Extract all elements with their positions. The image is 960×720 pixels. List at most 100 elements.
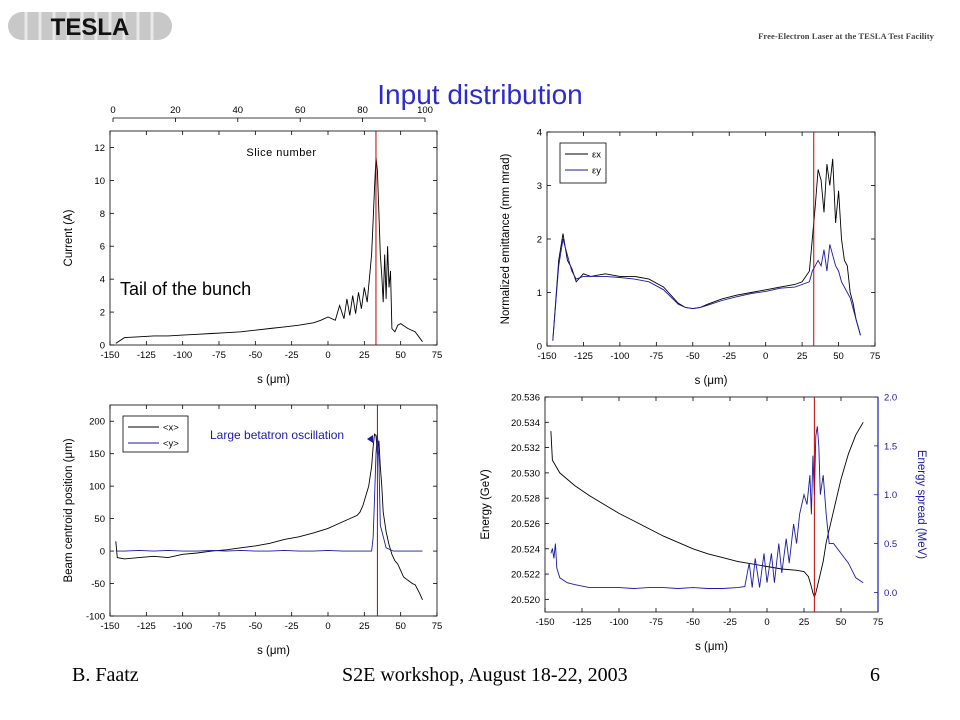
y-tick-label: 150 <box>89 449 105 460</box>
series-line-2 <box>550 426 864 589</box>
x-tick-label: 25 <box>359 350 370 361</box>
y-tick-label: 6 <box>100 242 105 253</box>
x-axis-label: s (μm) <box>695 641 728 653</box>
x-tick-label: 0 <box>325 621 330 632</box>
legend-label: <y> <box>163 439 179 450</box>
x-tick-label: 50 <box>395 350 406 361</box>
y-tick-label: 20.520 <box>511 595 540 606</box>
x-tick-label: -75 <box>212 350 226 361</box>
x-tick-label: 50 <box>395 621 406 632</box>
legend-box <box>559 142 607 184</box>
y-tick-label: 20.532 <box>511 443 540 454</box>
y2-tick-label: 0.0 <box>884 588 897 599</box>
x-tick-label: -125 <box>137 350 156 361</box>
x-tick-label: 75 <box>870 351 881 362</box>
y-tick-label: 20.534 <box>511 418 540 429</box>
chart-4: -150 -125 -100 -75 -50 -25 0 25 50 75 20.520 20.522… <box>480 393 927 654</box>
x-tick-label: -50 <box>248 621 262 632</box>
x-tick-label: -125 <box>572 617 591 628</box>
legend-label: <x> <box>163 423 179 434</box>
series-line-1 <box>115 157 423 344</box>
y-tick-label: 20.522 <box>511 570 540 581</box>
y2-tick-label: 1.0 <box>884 490 897 501</box>
chart-1: -150 -125 -100 -75 -50 -25 0 25 50 75 0 2 4 6 8 10 12 0 20… <box>63 105 442 386</box>
logo-stripes <box>24 12 154 40</box>
y-tick-label: 8 <box>100 209 105 220</box>
x-tick-label: 50 <box>836 617 847 628</box>
top-tick-label: 20 <box>170 105 181 116</box>
y-axis-label: Normalized emittance (mm mrad) <box>500 154 512 325</box>
plot-frame <box>544 396 879 613</box>
y-axis-label: Beam centroid position (μm) <box>63 438 75 582</box>
x-tick-label: -50 <box>248 350 262 361</box>
x-tick-label: -50 <box>686 617 700 628</box>
x-axis-label: s (μm) <box>257 374 290 386</box>
top-axis-label: Slice number <box>246 147 316 159</box>
x-tick-label: -150 <box>537 351 556 362</box>
top-tick-label: 0 <box>110 105 115 116</box>
y-tick-label: 2 <box>100 308 105 319</box>
x-tick-label: -150 <box>535 617 554 628</box>
x-tick-label: -75 <box>649 617 663 628</box>
x-tick-label: 25 <box>359 621 370 632</box>
legend-label: εy <box>592 166 601 177</box>
y-tick-label: 20.536 <box>511 393 540 404</box>
x-tick-label: 0 <box>763 351 768 362</box>
y-tick-label: 0 <box>100 547 105 558</box>
x-tick-label: 25 <box>799 617 810 628</box>
y-tick-label: 0 <box>100 341 105 352</box>
x-tick-label: -25 <box>723 617 737 628</box>
y-tick-label: 20.528 <box>511 494 540 505</box>
series-line-2 <box>115 434 423 552</box>
x-tick-label: 0 <box>764 617 769 628</box>
y-axis-label: Current (A) <box>63 209 75 266</box>
footer-author: B. Faatz <box>72 664 139 686</box>
footer-page-number: 6 <box>870 664 880 686</box>
legend-box <box>122 415 189 453</box>
x-tick-label: 75 <box>432 350 443 361</box>
x-tick-label: -25 <box>285 621 299 632</box>
annotation-text: Tail of the bunch <box>120 279 251 299</box>
top-tick-label: 80 <box>357 105 368 116</box>
y-tick-label: 12 <box>94 143 105 154</box>
x-tick-label: -150 <box>100 621 119 632</box>
series-line-1 <box>550 422 864 599</box>
x-tick-label: -125 <box>574 351 593 362</box>
x-tick-label: -100 <box>610 351 629 362</box>
x-tick-label: -100 <box>173 350 192 361</box>
y-tick-label: 100 <box>89 482 105 493</box>
y-tick-label: 20.530 <box>511 468 540 479</box>
y2-axis-label: Energy spread (MeV) <box>915 450 927 559</box>
y2-tick-label: 2.0 <box>884 393 897 404</box>
series-line-1 <box>115 433 423 600</box>
logo-text: TESLA <box>51 14 130 41</box>
plot-frame <box>109 404 438 617</box>
y-tick-label: 4 <box>537 128 542 139</box>
x-axis-label: s (μm) <box>257 645 290 657</box>
y-tick-label: 0 <box>537 342 542 353</box>
annotation-text: Large betatron oscillation <box>210 428 344 442</box>
x-tick-label: -25 <box>285 350 299 361</box>
x-tick-label: -100 <box>609 617 628 628</box>
x-tick-label: -150 <box>100 350 119 361</box>
legend-label: εx <box>592 150 601 161</box>
x-tick-label: 25 <box>797 351 808 362</box>
top-tick-label: 40 <box>233 105 244 116</box>
y2-tick-label: 1.5 <box>884 441 897 452</box>
x-axis-label: s (μm) <box>695 375 728 387</box>
footer-event: S2E workshop, August 18-22, 2003 <box>342 664 628 686</box>
y-tick-label: 200 <box>89 417 105 428</box>
top-tick-label: 100 <box>417 105 433 116</box>
x-tick-label: -100 <box>173 621 192 632</box>
header-subtitle: Free-Electron Laser at the TESLA Test Fa… <box>758 31 934 41</box>
y-tick-label: 1 <box>537 288 542 299</box>
y-tick-label: 2 <box>537 235 542 246</box>
x-tick-label: -25 <box>722 351 736 362</box>
tesla-logo: TESLA <box>8 12 172 41</box>
annotation-arrowhead <box>367 435 373 443</box>
x-tick-label: 50 <box>833 351 844 362</box>
x-tick-label: -50 <box>686 351 700 362</box>
x-tick-label: -75 <box>212 621 226 632</box>
x-tick-label: 75 <box>432 621 443 632</box>
